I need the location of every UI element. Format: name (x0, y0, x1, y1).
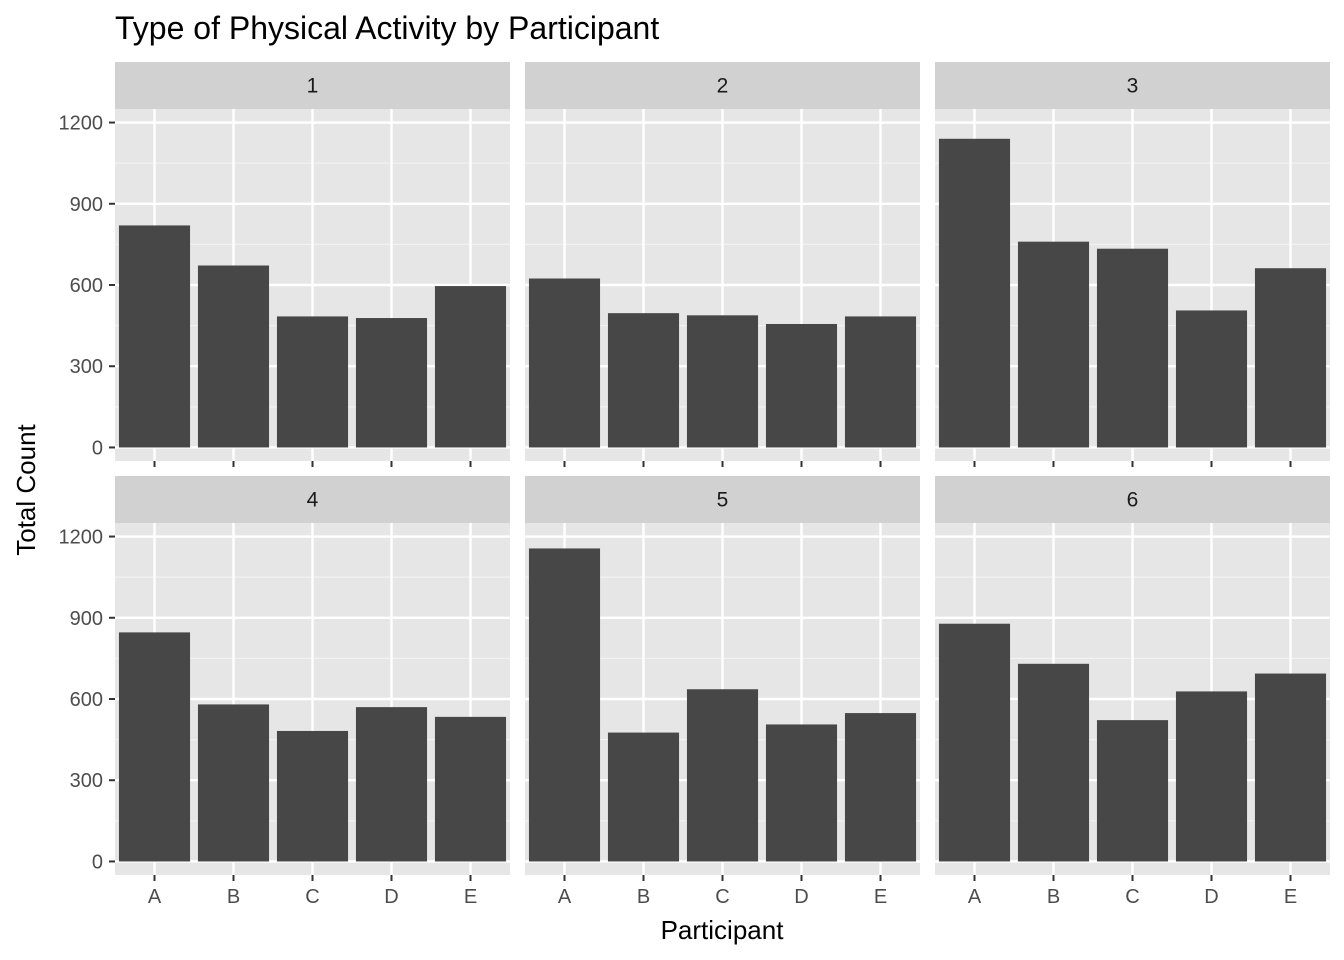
bar-6-B (1017, 663, 1090, 862)
bar-2-A (528, 278, 601, 448)
bar-1-B (197, 265, 270, 448)
y-tick-label: 900 (70, 194, 103, 216)
bar-4-A (118, 632, 191, 862)
bar-6-C (1096, 720, 1169, 862)
bar-1-D (355, 318, 428, 448)
facet-strip (935, 62, 1330, 109)
x-tick-label: D (794, 886, 808, 908)
x-tick-label: E (1284, 886, 1297, 908)
facet-panel-3: 3 (935, 62, 1330, 467)
x-tick-label: E (874, 886, 887, 908)
y-tick-label: 0 (92, 851, 103, 873)
facet-panel-1: 1 0 300 600 900 1200 (59, 62, 510, 467)
bar-1-E (434, 286, 507, 448)
bar-6-A (938, 623, 1011, 862)
bar-2-E (844, 316, 917, 448)
facet-strip (935, 476, 1330, 523)
x-tick-label: D (384, 886, 398, 908)
facet-strip (525, 62, 920, 109)
y-tick-label: 1200 (59, 113, 104, 135)
bar-2-D (765, 323, 838, 448)
bar-5-E (844, 713, 917, 862)
bar-5-A (528, 548, 601, 862)
y-tick-label: 600 (70, 275, 103, 297)
bar-3-E (1254, 268, 1327, 448)
x-tick-label: E (464, 886, 477, 908)
bar-3-A (938, 138, 1011, 448)
facet-strip-label: 3 (1127, 75, 1139, 98)
facet-strip-label: 5 (717, 489, 729, 512)
facet-panel-6: 6 A B C D E (935, 476, 1330, 908)
bar-2-B (607, 313, 680, 448)
bar-6-E (1254, 673, 1327, 862)
y-tick-label: 900 (70, 608, 103, 630)
facet-panel-4: 4 0 300 600 900 1200 A B C D E (59, 476, 510, 908)
y-tick-label: 0 (92, 437, 103, 459)
bar-2-C (686, 315, 759, 448)
bar-3-B (1017, 241, 1090, 448)
x-tick-label: B (637, 886, 650, 908)
y-tick-label: 300 (70, 770, 103, 792)
bar-4-C (276, 730, 349, 862)
bar-5-B (607, 732, 680, 862)
bar-3-D (1175, 310, 1248, 448)
x-tick-label: A (558, 886, 572, 908)
facet-panels: 1 0 300 600 900 1200 2 3 4 0 300 600 900 1200 A B C D E 5 A B… (59, 62, 1330, 908)
x-tick-label: C (1125, 886, 1139, 908)
bar-4-B (197, 704, 270, 862)
bar-6-D (1175, 691, 1248, 862)
facet-strip (525, 476, 920, 523)
y-tick-label: 300 (70, 356, 103, 378)
y-axis-title: Total Count (11, 423, 41, 555)
facet-strip-label: 1 (307, 75, 319, 98)
y-tick-label: 600 (70, 689, 103, 711)
facet-strip-label: 4 (307, 489, 319, 512)
facet-panel-5: 5 A B C D E (525, 476, 920, 908)
facet-strip (115, 62, 510, 109)
bar-1-A (118, 225, 191, 448)
bar-3-C (1096, 248, 1169, 448)
chart-title: Type of Physical Activity by Participant (115, 10, 659, 46)
x-tick-label: C (305, 886, 319, 908)
x-tick-label: C (715, 886, 729, 908)
facet-strip-label: 2 (717, 75, 729, 98)
facet-strip (115, 476, 510, 523)
bar-5-C (686, 689, 759, 862)
x-tick-label: B (1047, 886, 1060, 908)
x-tick-label: A (148, 886, 162, 908)
x-tick-label: D (1204, 886, 1218, 908)
bar-4-D (355, 707, 428, 862)
y-tick-label: 1200 (59, 527, 104, 549)
x-axis-title: Participant (661, 915, 785, 945)
facet-panel-2: 2 (525, 62, 920, 467)
bar-4-E (434, 716, 507, 862)
x-tick-label: B (227, 886, 240, 908)
bar-1-C (276, 316, 349, 448)
facet-strip-label: 6 (1127, 489, 1139, 512)
bar-5-D (765, 724, 838, 862)
x-tick-label: A (968, 886, 982, 908)
